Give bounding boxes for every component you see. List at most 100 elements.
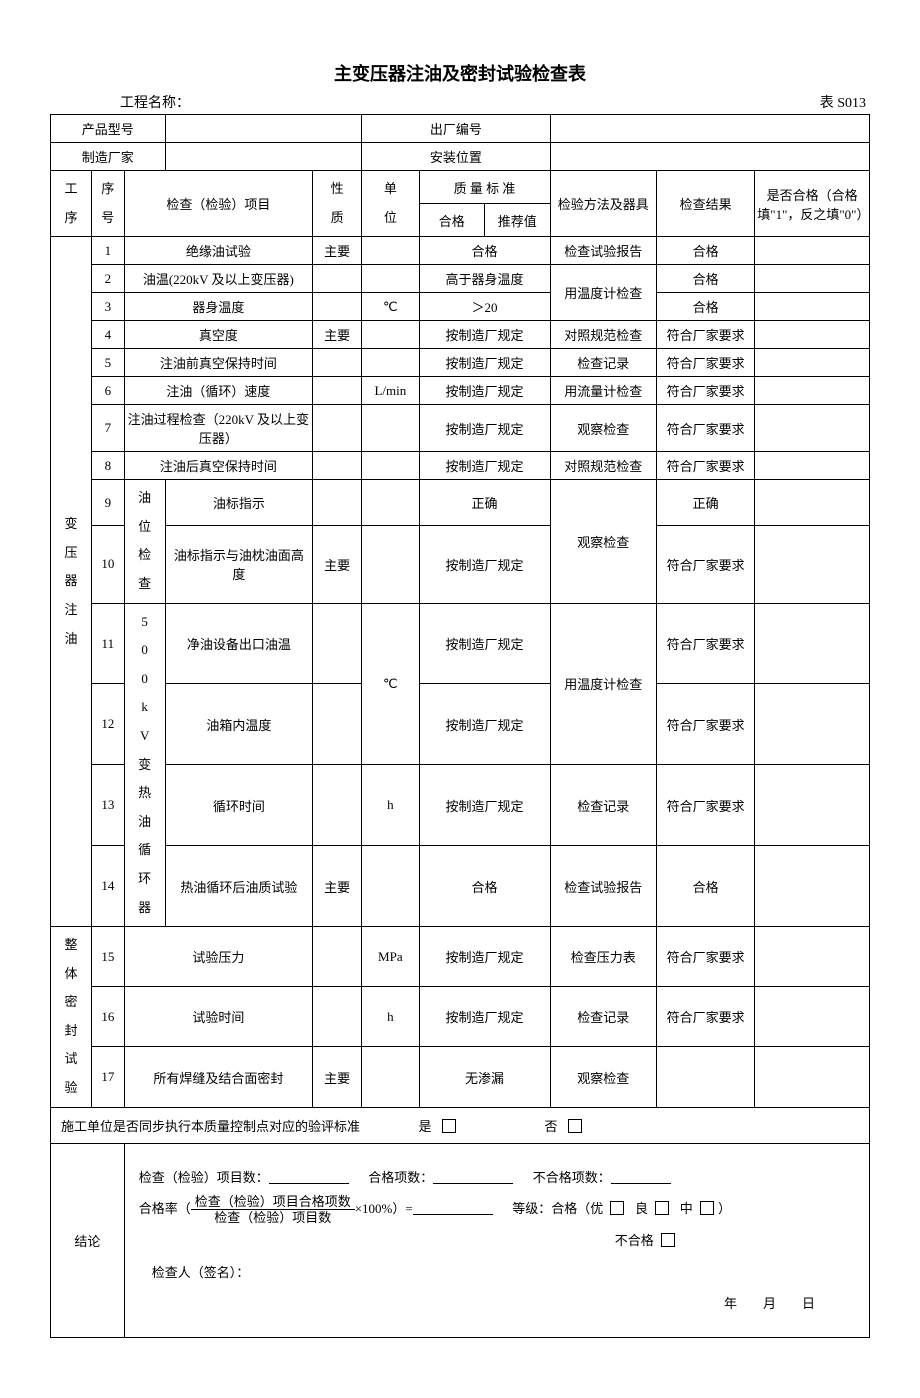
method: 检查记录	[550, 349, 656, 377]
lbl-fail-count: 不合格项数：	[533, 1170, 611, 1185]
res: 合格	[657, 237, 755, 265]
std: 按制造厂规定	[419, 526, 550, 603]
group-1: 变压器注油	[51, 237, 92, 927]
std: 按制造厂规定	[419, 987, 550, 1047]
unit	[362, 480, 419, 526]
lbl-manufacturer: 制造厂家	[51, 143, 166, 171]
nat: 主要	[313, 237, 362, 265]
seq: 13	[91, 765, 124, 846]
unit: h	[362, 987, 419, 1047]
std: 无渗漏	[419, 1047, 550, 1107]
std: 按制造厂规定	[419, 927, 550, 987]
item: 器身温度	[124, 293, 312, 321]
unit	[362, 846, 419, 927]
blank-field[interactable]	[433, 1170, 513, 1184]
seq: 14	[91, 846, 124, 927]
concl-body: 检查（检验）项目数： 合格项数： 不合格项数： 合格率（检查（检验）项目合格项数…	[124, 1143, 869, 1337]
val-product-model	[165, 115, 362, 143]
table-row: 4 真空度 主要 按制造厂规定 对照规范检查 符合厂家要求	[51, 321, 870, 349]
seq: 8	[91, 452, 124, 480]
nat	[313, 927, 362, 987]
header-row-1: 工序 序号 检查（检验）项目 性质 单位 质 量 标 准 检验方法及器具 检查结…	[51, 171, 870, 204]
unit: h	[362, 765, 419, 846]
res: 符合厂家要求	[657, 987, 755, 1047]
hdr-std: 质 量 标 准	[419, 171, 550, 204]
frac-den: 检查（检验）项目数	[210, 1210, 335, 1225]
seq: 5	[91, 349, 124, 377]
info-row-2: 制造厂家 安装位置	[51, 143, 870, 171]
res: 符合厂家要求	[657, 927, 755, 987]
passcell	[755, 987, 870, 1047]
seq: 4	[91, 321, 124, 349]
checkbox-icon[interactable]	[655, 1201, 669, 1215]
val-manufacturer	[165, 143, 362, 171]
nat	[313, 405, 362, 452]
checkbox-icon[interactable]	[700, 1201, 714, 1215]
unit: ℃	[362, 603, 419, 765]
unit	[362, 1047, 419, 1107]
lbl-factory-no: 出厂编号	[362, 115, 550, 143]
method: 检查压力表	[550, 927, 656, 987]
res: 符合厂家要求	[657, 765, 755, 846]
date-line: 年 月 日	[139, 1288, 855, 1319]
checkbox-icon[interactable]	[442, 1119, 456, 1133]
res: 符合厂家要求	[657, 452, 755, 480]
method: 观察检查	[550, 1047, 656, 1107]
std: ＞20	[419, 293, 550, 321]
subgroup-oil: 油位检查	[124, 480, 165, 603]
std: 按制造厂规定	[419, 349, 550, 377]
note-row: 施工单位是否同步执行本质量控制点对应的验评标准 是 否	[51, 1107, 870, 1143]
val-install-pos	[550, 143, 869, 171]
group-2: 整体密封试验	[51, 927, 92, 1108]
lbl-pass-count: 合格项数：	[368, 1170, 433, 1185]
note-no: 否	[545, 1119, 558, 1134]
conclusion-row: 结论 检查（检验）项目数： 合格项数： 不合格项数： 合格率（检查（检验）项目合…	[51, 1143, 870, 1337]
res: 符合厂家要求	[657, 321, 755, 349]
method: 观察检查	[550, 480, 656, 603]
hdr-std-pass: 合格	[419, 204, 485, 237]
lbl-good: 良	[635, 1201, 648, 1216]
blank-field[interactable]	[269, 1170, 349, 1184]
table-row: 12 油箱内温度 按制造厂规定 符合厂家要求	[51, 684, 870, 765]
seq: 10	[91, 526, 124, 603]
subgroup-500: 500kV变热油循环器	[124, 603, 165, 927]
nat	[313, 765, 362, 846]
checkbox-icon[interactable]	[568, 1119, 582, 1133]
checkbox-icon[interactable]	[661, 1233, 675, 1247]
nat: 主要	[313, 321, 362, 349]
hdr-unit: 单位	[362, 171, 419, 237]
hdr-std-rec: 推荐值	[485, 204, 551, 237]
std: 按制造厂规定	[419, 684, 550, 765]
seq: 6	[91, 377, 124, 405]
res: 符合厂家要求	[657, 526, 755, 603]
blank-field[interactable]	[413, 1201, 493, 1215]
item: 注油前真空保持时间	[124, 349, 312, 377]
std: 按制造厂规定	[419, 452, 550, 480]
method: 对照规范检查	[550, 321, 656, 349]
std: 高于器身温度	[419, 265, 550, 293]
table-row: 3 器身温度 ℃ ＞20 合格	[51, 293, 870, 321]
seq: 3	[91, 293, 124, 321]
passcell	[755, 237, 870, 265]
hdr-seq: 序号	[91, 171, 124, 237]
table-row: 10 油标指示与油枕油面高度 主要 按制造厂规定 符合厂家要求	[51, 526, 870, 603]
table-row: 14 热油循环后油质试验 主要 合格 检查试验报告 合格	[51, 846, 870, 927]
passcell	[755, 480, 870, 526]
res: 符合厂家要求	[657, 603, 755, 684]
lbl-install-pos: 安装位置	[362, 143, 550, 171]
item: 油标指示与油枕油面高度	[165, 526, 312, 603]
passcell	[755, 684, 870, 765]
passcell	[755, 846, 870, 927]
item: 油标指示	[165, 480, 312, 526]
std: 按制造厂规定	[419, 603, 550, 684]
std: 按制造厂规定	[419, 405, 550, 452]
checkbox-icon[interactable]	[610, 1201, 624, 1215]
unit	[362, 526, 419, 603]
blank-field[interactable]	[611, 1170, 671, 1184]
hdr-item: 检查（检验）项目	[124, 171, 312, 237]
seq: 11	[91, 603, 124, 684]
frac-num: 检查（检验）项目合格项数	[191, 1194, 355, 1210]
seq: 9	[91, 480, 124, 526]
lbl-product-model: 产品型号	[51, 115, 166, 143]
method: 检查记录	[550, 987, 656, 1047]
